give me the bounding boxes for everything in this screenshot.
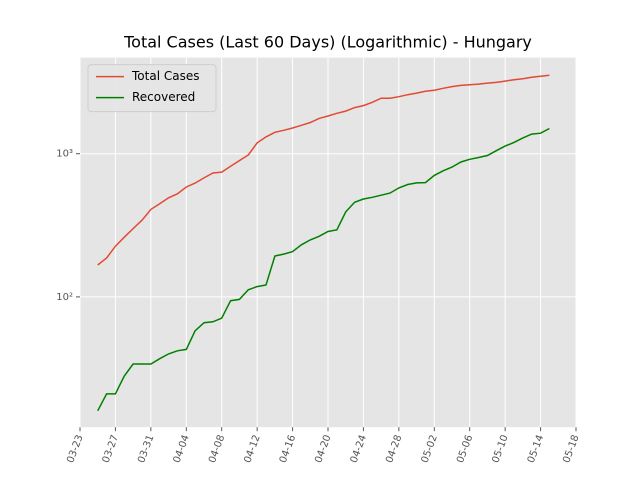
y-tick-label: 10² [56, 292, 73, 303]
series-line [97, 74, 550, 266]
x-tick-label: 04-24 [349, 433, 369, 464]
x-tick-label: 03-23 [65, 433, 85, 464]
x-tick-label: 05-10 [491, 433, 511, 464]
series-line [97, 127, 550, 412]
x-tick-label: 03-27 [101, 433, 121, 464]
x-tick-label: 04-28 [384, 433, 404, 464]
legend-label: Total Cases [131, 69, 199, 83]
x-tick-label: 04-12 [243, 433, 263, 464]
x-tick-label: 05-06 [455, 433, 475, 464]
chart-title: Total Cases (Last 60 Days) (Logarithmic)… [123, 33, 532, 52]
x-tick-label: 04-08 [207, 433, 227, 464]
x-tick-label: 05-14 [526, 433, 546, 464]
x-tick-label: 04-04 [172, 433, 192, 464]
legend-label: Recovered [132, 90, 195, 104]
y-tick-label: 10³ [56, 149, 73, 160]
grid [79, 57, 577, 428]
legend: Total Cases Recovered [87, 64, 217, 113]
x-tick-label: 04-20 [313, 433, 333, 464]
x-tick-label: 05-18 [561, 433, 581, 464]
x-tick-label: 04-16 [278, 433, 298, 464]
x-tick-label: 03-31 [136, 433, 156, 464]
x-tick-label: 05-02 [420, 433, 440, 464]
